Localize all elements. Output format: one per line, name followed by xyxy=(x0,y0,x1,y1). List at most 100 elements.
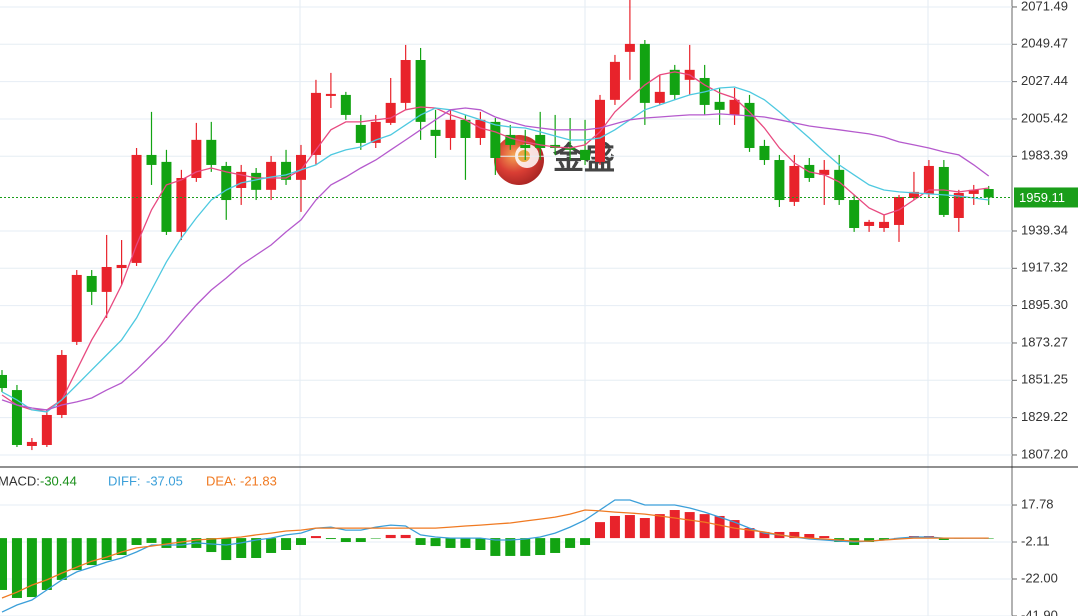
candle-body xyxy=(983,189,994,198)
macd-bar xyxy=(639,518,650,539)
y-tick-label: 1873.27 xyxy=(1021,334,1068,349)
candle-body xyxy=(296,154,306,180)
y-tick-label: 1939.34 xyxy=(1021,222,1068,237)
macd-bar xyxy=(86,538,97,566)
y-tick-label: 1895.30 xyxy=(1021,297,1068,312)
candle-body xyxy=(729,99,740,115)
macd-bar xyxy=(0,538,7,590)
candle-body xyxy=(340,94,351,115)
macd-bar xyxy=(41,538,52,590)
candle-body xyxy=(86,275,97,292)
macd-bar xyxy=(879,538,890,540)
candle-body xyxy=(759,145,770,161)
macd-bar xyxy=(490,538,501,556)
candle-body xyxy=(654,91,665,103)
y-tick-label: 17.78 xyxy=(1021,496,1054,511)
macd-bar xyxy=(595,522,605,539)
candle-body xyxy=(669,69,680,95)
indicator-line xyxy=(1,86,989,413)
candle-body xyxy=(370,121,381,143)
macd-bar xyxy=(789,531,800,539)
macd-bar xyxy=(445,538,456,548)
macd-bar xyxy=(550,538,561,553)
candle-body xyxy=(430,129,441,136)
candle-body xyxy=(879,221,890,228)
candle-body xyxy=(774,160,785,201)
macd-bar xyxy=(714,515,725,539)
candle-body xyxy=(26,441,37,446)
candle-body xyxy=(310,92,321,155)
macd-bar xyxy=(26,538,37,598)
macd-bar xyxy=(101,538,112,561)
y-tick-label: -2.11 xyxy=(1021,533,1050,548)
macd-bar xyxy=(146,538,157,543)
macd-bar xyxy=(310,536,321,539)
macd-bar xyxy=(176,538,187,548)
macd-bar xyxy=(475,538,486,550)
candle-body xyxy=(56,354,67,415)
macd-bar xyxy=(609,515,620,539)
indicator-line xyxy=(1,71,989,411)
macd-bar xyxy=(11,538,22,598)
macd-bar xyxy=(669,510,680,539)
macd-bar xyxy=(938,538,949,540)
macd-bar xyxy=(864,538,875,542)
candle-body xyxy=(609,61,620,100)
candle-body xyxy=(475,119,486,138)
macd-bar xyxy=(744,528,755,539)
candle-body xyxy=(714,101,725,110)
macd-bar xyxy=(370,538,381,539)
macd-bar xyxy=(565,538,576,548)
candle-body xyxy=(161,161,172,232)
time-grid xyxy=(299,0,929,616)
macd-bar xyxy=(56,538,67,580)
candle-body xyxy=(266,161,277,190)
candle-body xyxy=(938,166,949,215)
candle-body xyxy=(565,147,576,150)
y-tick-label: 1851.25 xyxy=(1021,372,1068,387)
candle-body xyxy=(101,266,112,292)
current-price-box xyxy=(1014,187,1078,208)
macd-bar xyxy=(819,536,830,539)
macd-bar xyxy=(759,531,770,539)
macd-bar xyxy=(221,538,232,561)
macd-bar xyxy=(131,538,142,545)
candle-body xyxy=(415,60,426,122)
y-tick-label: 1829.22 xyxy=(1021,409,1068,424)
macd-bar xyxy=(654,514,665,539)
candle-body xyxy=(639,43,650,103)
candle-body xyxy=(953,192,964,218)
macd-bar xyxy=(520,538,531,556)
candle-body xyxy=(385,102,396,123)
candle-body xyxy=(221,165,232,201)
macd-bar xyxy=(684,512,695,539)
candle-body xyxy=(744,102,755,148)
macd-bar xyxy=(804,534,815,539)
macd-bar xyxy=(296,538,306,545)
legend-value: -21.83 xyxy=(240,473,277,488)
candle-body xyxy=(789,165,800,202)
legend-label: DEA: xyxy=(206,473,236,488)
candle-body xyxy=(864,221,875,226)
candle-body xyxy=(580,149,591,161)
candle-body xyxy=(146,154,157,165)
candle-body xyxy=(11,390,22,445)
y-tick-label: -22.00 xyxy=(1021,570,1058,585)
macd-bar xyxy=(281,538,292,550)
candle-body xyxy=(116,264,127,269)
candle-body xyxy=(908,191,919,198)
candle-body xyxy=(445,119,456,138)
candle-body xyxy=(41,414,52,445)
candle-body xyxy=(236,171,247,188)
y-tick-label: 2049.47 xyxy=(1021,36,1068,51)
y-tick-label: 1983.39 xyxy=(1021,148,1068,163)
candle-body xyxy=(251,172,262,190)
macd-bar xyxy=(535,538,546,556)
y-tick-label: 1917.32 xyxy=(1021,260,1068,275)
indicator-line xyxy=(1,509,989,599)
macd-bar xyxy=(580,538,591,545)
current-price-label: 1959.11 xyxy=(1019,190,1065,205)
macd-bar xyxy=(236,538,247,558)
